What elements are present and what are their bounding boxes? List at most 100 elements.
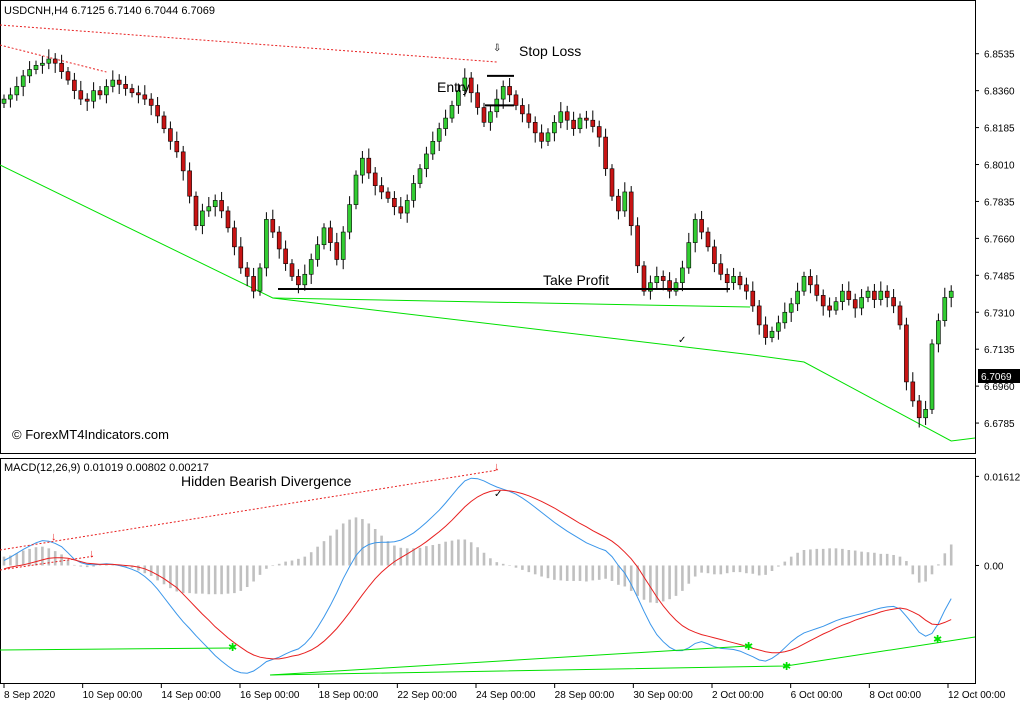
bear-candle-body: [609, 168, 615, 197]
bull-candle-body: [20, 75, 26, 87]
candle: [750, 281, 756, 312]
candle: [155, 96, 160, 124]
bear-candle-body: [910, 381, 916, 402]
bull-candle-body: [840, 290, 845, 303]
time-tick-label: 8 Oct 00:00: [869, 690, 921, 701]
bull-candle-body: [33, 65, 39, 70]
histogram-bar: [591, 565, 595, 581]
candle: [705, 227, 711, 252]
histogram-bar: [783, 561, 787, 566]
bear-candle-body: [584, 117, 589, 121]
bear-candle-body: [897, 305, 903, 326]
bull-candle-body: [430, 141, 436, 155]
macd-lines: [3, 477, 952, 674]
price-axis: 6.8535 6.8360 6.8185 6.8010 6.7835 6.7660 6.74…: [975, 50, 1015, 430]
bear-candle-body: [379, 185, 384, 193]
histogram-bar: [265, 565, 268, 569]
candle: [801, 271, 807, 296]
candle: [520, 98, 525, 123]
candle: [616, 189, 621, 220]
candle: [712, 239, 717, 273]
histogram-bar: [732, 565, 735, 573]
signal-line: [3, 489, 952, 660]
bear-candle-body: [916, 400, 922, 419]
bull-candle-body: [462, 77, 468, 91]
bull-candle-body: [654, 276, 660, 284]
candle: [78, 80, 84, 106]
histogram-bar: [53, 551, 57, 566]
candle: [168, 121, 173, 150]
price-tick-label: 6.6960: [984, 382, 1015, 393]
bear-candle-body: [603, 136, 608, 170]
candle: [424, 146, 429, 178]
histogram-bar: [66, 559, 70, 566]
candle: [276, 226, 282, 259]
histogram-bar: [380, 535, 383, 566]
histogram-bar: [277, 563, 281, 566]
histogram-bar: [777, 565, 780, 567]
histogram-bar: [597, 565, 601, 580]
symbol-info: USDCNH,H4 6.7125 6.7140 6.7044 6.7069: [4, 5, 215, 17]
candle: [200, 203, 205, 235]
candle: [315, 236, 320, 267]
candle: [872, 283, 877, 309]
histogram-bar: [719, 565, 723, 575]
time-tick-label: 28 Sep 00:00: [555, 690, 615, 701]
candle: [443, 109, 448, 136]
current-price-tag: 6.7069: [978, 369, 1020, 383]
histogram-bar: [149, 565, 153, 576]
bull-candle-body: [801, 276, 807, 292]
price-tick-label: 6.8010: [984, 161, 1015, 172]
candle: [136, 85, 141, 104]
histogram-bar: [892, 554, 895, 566]
candle: [513, 90, 519, 111]
bear-candle-body: [398, 206, 404, 214]
bear-candle-body: [507, 86, 512, 96]
bear-candle-body: [244, 267, 250, 277]
histogram-bar: [329, 535, 332, 566]
candle: [347, 196, 352, 240]
price-check-mark: ✓: [678, 335, 686, 346]
histogram-bar: [284, 561, 287, 566]
candle: [584, 110, 589, 129]
bull-candle-body: [558, 111, 564, 123]
candle: [456, 83, 461, 114]
candle: [334, 232, 340, 266]
histogram-bar: [463, 539, 467, 566]
bull-candle-body: [14, 86, 20, 96]
candle: [680, 260, 685, 292]
bear-candle-body: [628, 191, 634, 227]
candle: [475, 84, 480, 115]
candle: [8, 87, 13, 108]
histogram-bar: [252, 565, 255, 582]
histogram-bar: [239, 565, 243, 591]
bear-candle-body: [520, 105, 525, 115]
macd-support-left: [0, 647, 233, 651]
bear-candle-body: [59, 62, 64, 72]
histogram-bar: [386, 541, 390, 566]
bull-candle-body: [936, 320, 941, 345]
histogram-bar: [201, 565, 204, 594]
bull-candle-body: [648, 282, 653, 292]
candle: [411, 175, 416, 208]
histogram-bar: [809, 549, 812, 566]
bull-candle-body: [8, 94, 13, 100]
histogram-bar: [124, 565, 127, 567]
histogram-bar: [681, 565, 684, 591]
histogram-bar: [668, 565, 671, 600]
price-tick-label: 6.7835: [984, 197, 1015, 208]
histogram-bar: [604, 565, 607, 579]
candle: [59, 54, 64, 79]
candle: [532, 116, 538, 143]
histogram-bar: [789, 556, 793, 566]
candle: [116, 74, 122, 95]
candle: [340, 226, 346, 270]
candle: [808, 269, 813, 294]
candle: [244, 262, 250, 287]
histogram-bar: [873, 552, 876, 566]
bear-candle-body: [372, 172, 378, 186]
histogram-bar: [617, 565, 620, 585]
candle: [97, 86, 103, 100]
bull-candle-body: [308, 259, 314, 275]
